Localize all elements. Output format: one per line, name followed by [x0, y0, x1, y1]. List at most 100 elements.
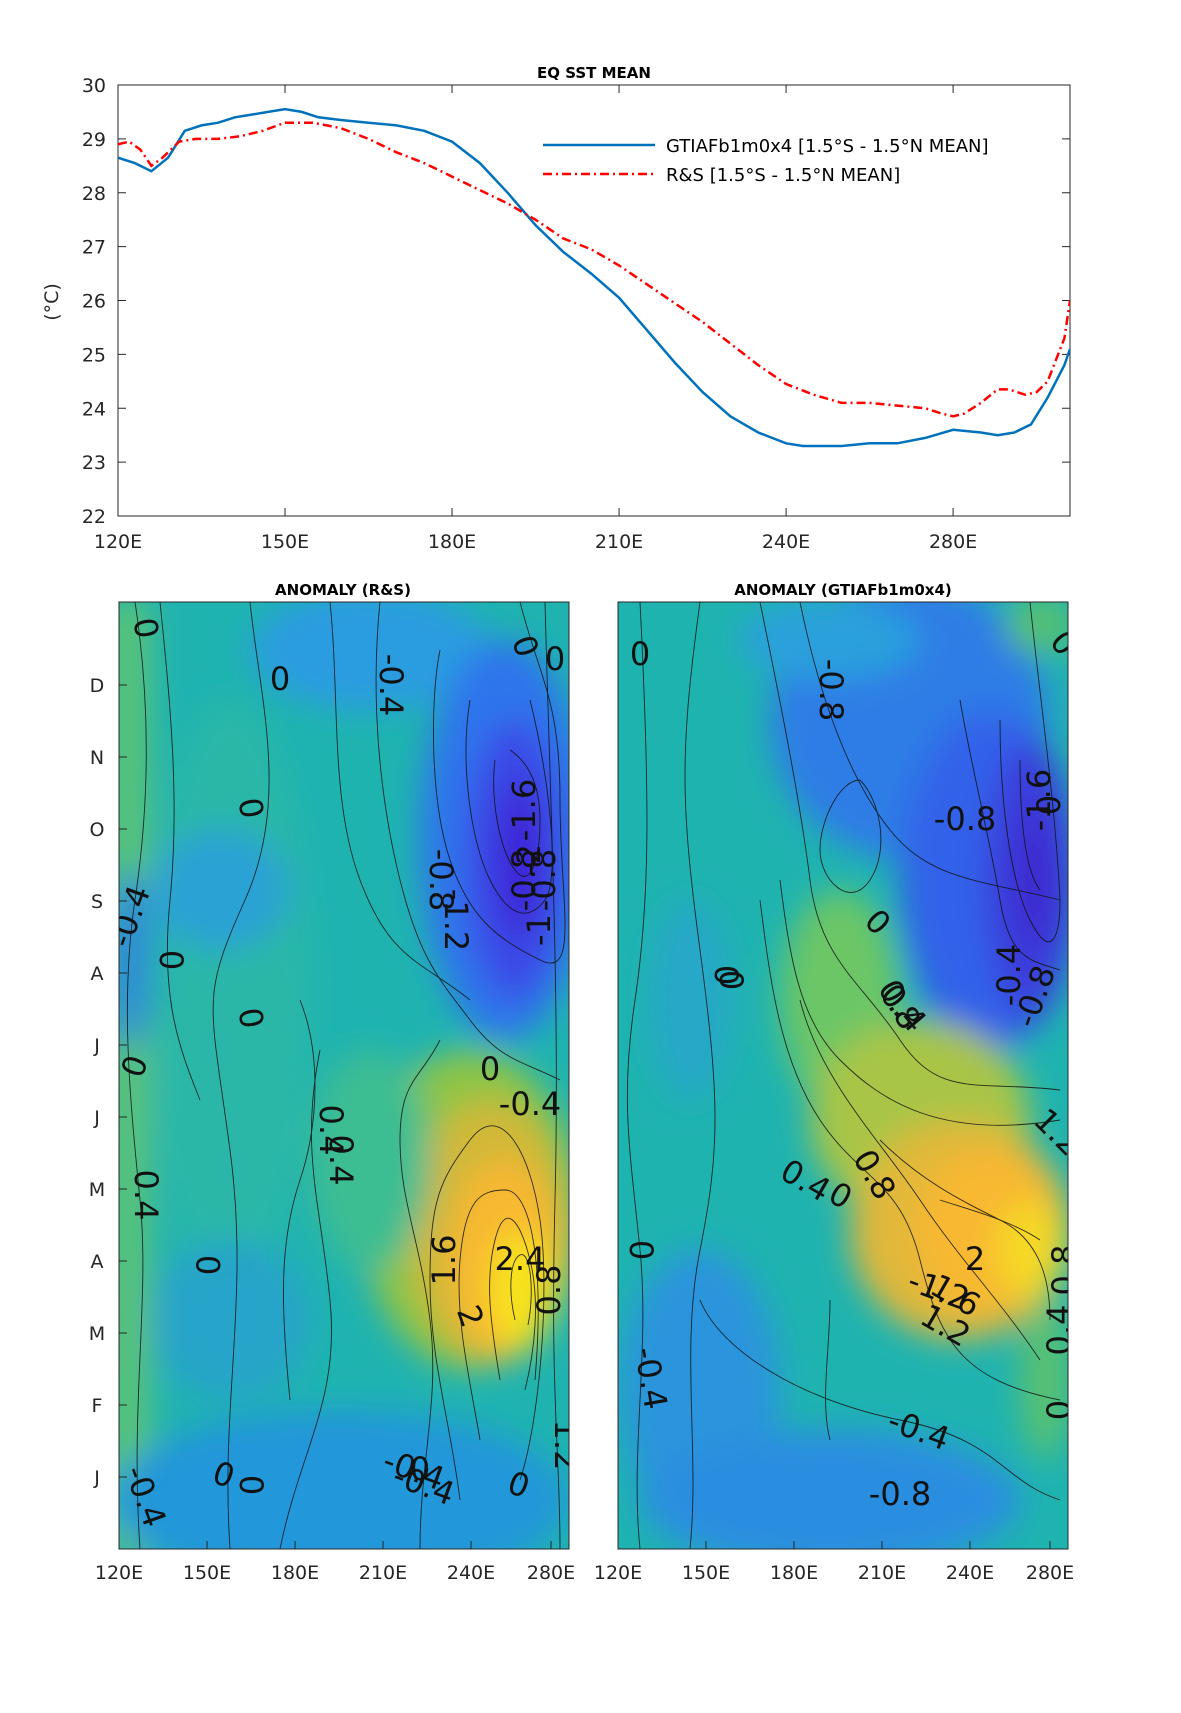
x-tick-label: 120E — [594, 1562, 642, 1584]
y-tick-label: 28 — [82, 183, 106, 205]
contour-label: 0 — [622, 1240, 660, 1260]
x-tick-label: 150E — [682, 1562, 730, 1584]
y-tick-label: 25 — [82, 344, 106, 366]
heatmap-gtiaf-contours — [626, 602, 1061, 1549]
heatmap-rs-field — [119, 602, 569, 1549]
contour-label: -0.8 — [812, 659, 850, 721]
contour-label: 0 — [190, 1255, 228, 1275]
legend-label-rs: R&S [1.5°S - 1.5°N MEAN] — [666, 165, 900, 186]
month-tick-label: J — [93, 1107, 100, 1129]
contour-label: -0.8 — [525, 849, 563, 911]
contour-label: 0.4 — [312, 1105, 350, 1156]
month-tick-label: A — [91, 1251, 104, 1273]
heatmap-gtiaf-field — [620, 602, 1068, 1549]
heatmap-rs-contours — [126, 602, 566, 1549]
x-tick-label: 150E — [261, 531, 309, 553]
heatmap-rs-ticks: 120E 150E 180E 210E 240E 280E J F M A M J J A S O N D — [89, 675, 575, 1584]
x-tick-label: 240E — [946, 1562, 994, 1584]
x-tick-label: 150E — [183, 1562, 231, 1584]
heatmap-rs-title: ANOMALY (R&S) — [275, 581, 411, 599]
heatmap-gtiaf-axes-box — [617, 601, 1069, 1550]
heatmap-gtiaf-title: ANOMALY (GTIAFb1m0x4) — [734, 581, 952, 599]
x-tick-label: 210E — [359, 1562, 407, 1584]
contour-label: 0.4 — [1040, 1305, 1078, 1356]
x-tick-label: 240E — [762, 531, 810, 553]
month-tick-label: F — [92, 1395, 103, 1417]
contour-label: 0 — [152, 950, 190, 970]
month-tick-label: N — [90, 747, 104, 769]
y-tick-label: 22 — [82, 506, 106, 528]
contour-label: 0 — [545, 640, 565, 678]
x-tick-label: 120E — [94, 531, 142, 553]
contour-label: -0.4 — [990, 944, 1028, 1006]
series-line-rs — [118, 121, 1070, 418]
month-tick-label: J — [93, 1467, 100, 1489]
x-tick-label: 210E — [595, 531, 643, 553]
contour-label: -0.4 — [372, 654, 410, 716]
contour-label: 0 — [480, 1050, 500, 1088]
line-chart-ticks: 120E 150E 180E 210E 240E 280E 22 23 24 25 26 27 28 29… — [82, 75, 1070, 553]
contour-label: -0.8 — [505, 849, 543, 911]
x-tick-label: 280E — [527, 1562, 575, 1584]
month-tick-label: A — [91, 963, 104, 985]
contour-label: 1.2 — [547, 1420, 585, 1471]
contour-label: -2 — [510, 844, 548, 876]
line-chart-axes-box — [117, 84, 1071, 517]
contour-label: 0 — [270, 660, 290, 698]
x-tick-label: 280E — [929, 531, 977, 553]
heatmap-gtiaf-panel: ANOMALY (GTIAFb1m0x4) — [594, 581, 1083, 1584]
legend-label-gtiafb1m0x4: GTIAFb1m0x4 [1.5°S - 1.5°N MEAN] — [666, 136, 989, 157]
y-tick-label: 24 — [82, 398, 106, 420]
month-tick-label: S — [91, 891, 103, 913]
contour-label: 0 — [712, 970, 750, 990]
contour-label: -1.6 — [1020, 769, 1058, 831]
y-tick-label: 27 — [82, 237, 106, 259]
contour-label: 0.4 — [322, 1135, 360, 1186]
contour-label: 0.8 — [1045, 1245, 1083, 1296]
line-chart-panel: EQ SST MEAN 120E 150E 180E 210E 240E 280E 22 23… — [41, 64, 1071, 553]
contour-label: -0.4 — [499, 1085, 561, 1123]
contour-label: -1.2 — [437, 889, 475, 951]
contour-label: 0 — [1030, 795, 1068, 815]
contour-label: 1.6 — [425, 1235, 463, 1286]
contour-label: 0.4 — [127, 1170, 165, 1221]
y-tick-label: 23 — [82, 452, 106, 474]
x-tick-label: 180E — [271, 1562, 319, 1584]
heatmap-gtiaf-ticks: 120E 150E 180E 210E 240E 280E — [594, 1541, 1074, 1584]
y-tick-label: 26 — [82, 291, 106, 313]
line-chart-legend: GTIAFb1m0x4 [1.5°S - 1.5°N MEAN] R&S [1.… — [543, 136, 989, 186]
contour-label: -0.8 — [934, 800, 996, 838]
heatmap-rs-panel: ANOMALY (R&S) — [89, 581, 600, 1584]
series-line-gtiafb1m0x4 — [118, 107, 1070, 448]
x-tick-label: 180E — [770, 1562, 818, 1584]
contour-label: 0 — [1040, 1400, 1078, 1420]
x-tick-label: 280E — [1026, 1562, 1074, 1584]
x-tick-label: 180E — [428, 531, 476, 553]
contour-label: -1.6 — [505, 779, 543, 841]
x-tick-label: 240E — [447, 1562, 495, 1584]
y-tick-label: 29 — [82, 129, 106, 151]
contour-label: -0.8 — [422, 849, 460, 911]
contour-label: 0.8 — [530, 1265, 568, 1316]
x-tick-label: 210E — [858, 1562, 906, 1584]
month-tick-label: M — [89, 1323, 105, 1345]
contour-label: -0.8 — [869, 1475, 931, 1513]
y-tick-label: 30 — [82, 75, 106, 97]
contour-label: 0.8 — [562, 1395, 600, 1446]
line-chart-ylabel: (°C) — [41, 283, 63, 321]
x-tick-label: 120E — [95, 1562, 143, 1584]
month-tick-label: D — [90, 675, 105, 697]
month-tick-label: J — [93, 1035, 100, 1057]
heatmap-rs-axes-box — [118, 601, 570, 1550]
contour-label: 0 — [630, 635, 650, 673]
month-tick-label: O — [90, 819, 105, 841]
contour-label: 0 — [707, 965, 745, 985]
contour-label: 0 — [410, 1450, 430, 1488]
contour-label: 2 — [965, 1240, 985, 1278]
line-chart-title: EQ SST MEAN — [537, 64, 651, 82]
contour-label: 2.4 — [495, 1240, 546, 1278]
month-tick-label: M — [89, 1179, 105, 1201]
contour-label: -1 — [520, 914, 558, 946]
contour-label: 0 — [232, 1475, 270, 1495]
